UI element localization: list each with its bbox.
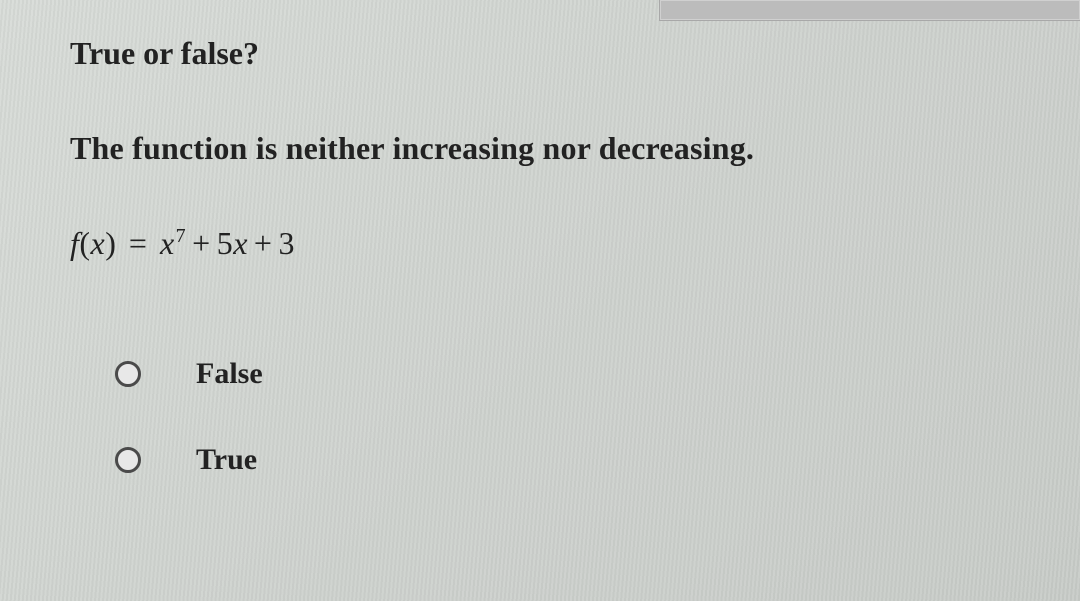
question-equation: f(x) = x7+5x+3 — [70, 225, 1040, 262]
question-block: True or false? The function is neither i… — [70, 35, 1040, 529]
answer-option-true[interactable]: True — [115, 443, 1040, 477]
answer-option-false[interactable]: False — [115, 357, 1040, 391]
question-heading: True or false? — [70, 35, 1040, 72]
question-statement: The function is neither increasing nor d… — [70, 130, 1040, 167]
answer-options: False True — [115, 357, 1040, 477]
radio-icon[interactable] — [115, 361, 141, 387]
answer-option-label: True — [196, 443, 257, 477]
cropped-ui-strip — [659, 0, 1080, 21]
answer-option-label: False — [196, 357, 263, 391]
radio-icon[interactable] — [115, 447, 141, 473]
